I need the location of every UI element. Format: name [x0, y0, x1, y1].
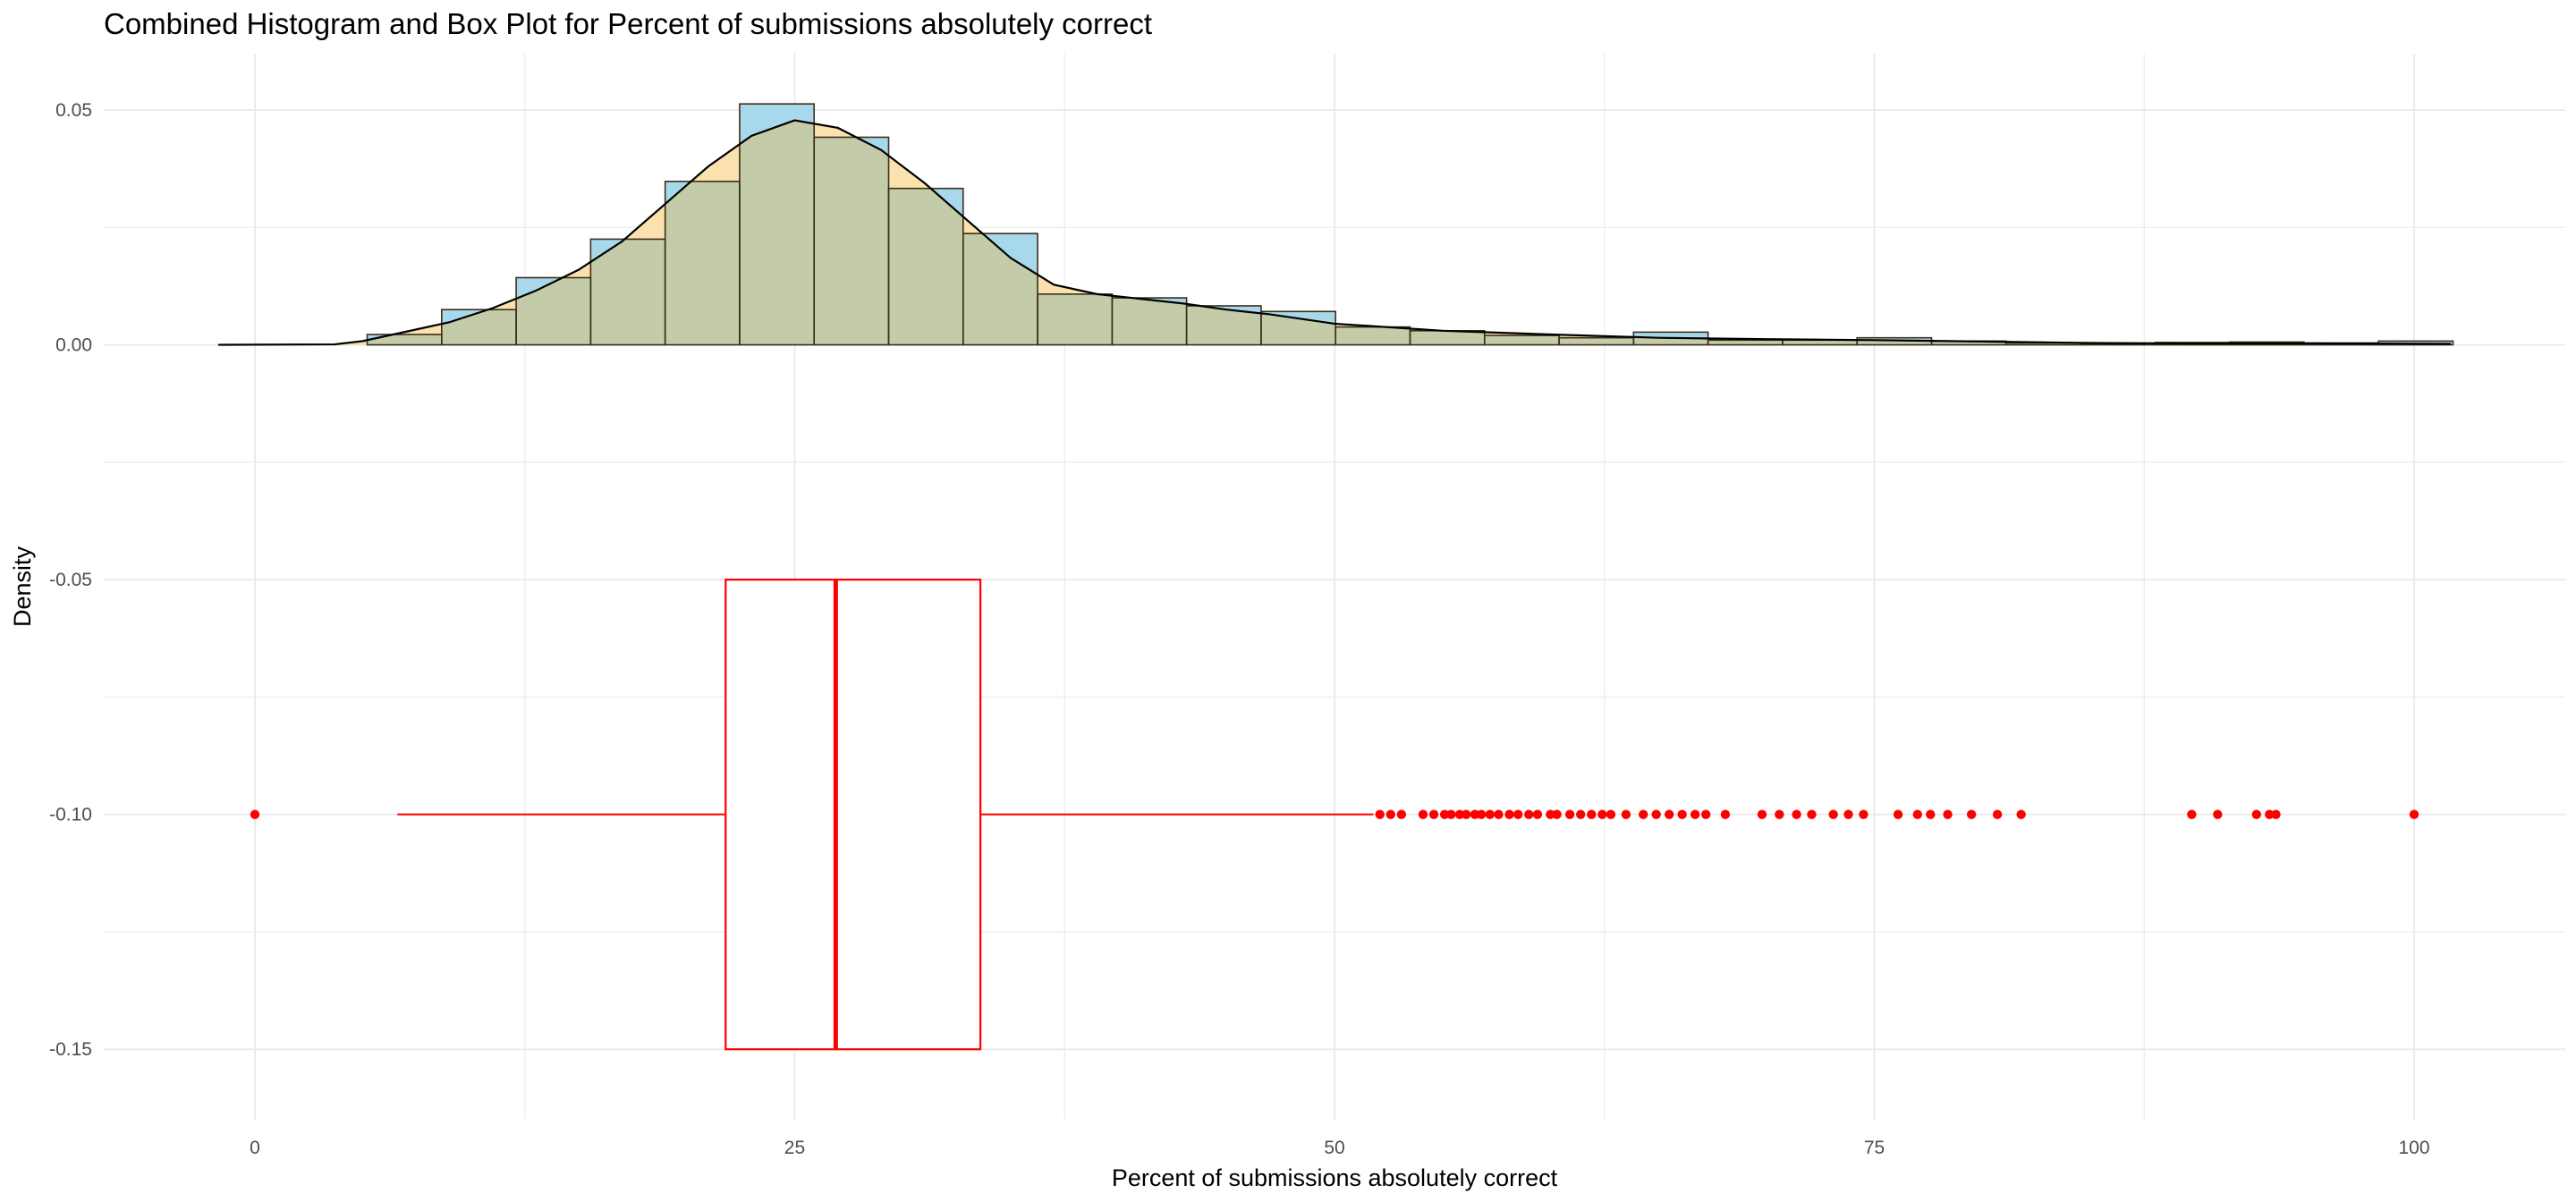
outlier-point — [1926, 809, 1936, 819]
outlier-point — [1859, 809, 1868, 819]
y-tick-label: -0.10 — [49, 805, 92, 825]
y-tick-label: 0.05 — [55, 100, 92, 121]
outlier-point — [1677, 809, 1687, 819]
outlier-point — [1446, 809, 1456, 819]
grid-lines — [104, 54, 2565, 1120]
overlap-bar — [1931, 341, 2006, 345]
axes: Percent of submissions absolutely correc… — [9, 100, 2430, 1191]
outlier-point — [1462, 809, 1471, 819]
outlier-point — [1664, 809, 1674, 819]
outlier-point — [1701, 809, 1711, 819]
overlap-bar — [1038, 293, 1113, 345]
outlier-point — [1621, 809, 1631, 819]
outlier-point — [1439, 809, 1450, 819]
overlap-bar — [1559, 337, 1634, 345]
outlier-point — [1912, 809, 1922, 819]
outlier-point — [1992, 809, 2003, 819]
x-tick-label: 100 — [2398, 1138, 2429, 1158]
outlier-point — [2187, 809, 2197, 819]
overlap-bar — [590, 239, 665, 345]
overlap-bar — [739, 120, 815, 345]
outlier-point — [1690, 809, 1700, 819]
overlap-bar — [1484, 335, 1560, 345]
outlier-point — [1597, 809, 1607, 819]
outlier-point — [2409, 809, 2419, 819]
outlier-point — [1775, 809, 1784, 819]
overlap-bar — [1335, 326, 1411, 345]
outlier-point — [1504, 809, 1514, 819]
outlier-point — [1418, 809, 1428, 819]
box-iqr — [724, 579, 982, 1051]
outlier-point — [2251, 809, 2261, 819]
outlier-point — [1428, 809, 1439, 819]
outlier-point — [1576, 809, 1586, 819]
outlier-point — [1943, 809, 1953, 819]
outlier-point — [1843, 809, 1853, 819]
x-tick-label: 25 — [784, 1138, 805, 1158]
chart-title: Combined Histogram and Box Plot for Perc… — [104, 7, 1153, 40]
overlap-layer — [217, 103, 2454, 346]
outlier-point — [2265, 809, 2275, 819]
outlier-point — [2271, 809, 2281, 819]
outlier-point — [1385, 809, 1395, 819]
outlier-point — [1532, 809, 1543, 819]
outlier-point — [1454, 809, 1465, 819]
overlap-group — [367, 120, 2452, 345]
outlier-point — [1524, 809, 1534, 819]
overlap-bar — [888, 188, 963, 345]
outlier-point — [1792, 809, 1801, 819]
x-tick-label: 75 — [1864, 1138, 1885, 1158]
outlier-point — [1606, 809, 1616, 819]
outlier-point — [1375, 809, 1385, 819]
outlier-point — [1807, 809, 1817, 819]
overlap-bar — [814, 137, 889, 345]
outlier-point — [1720, 809, 1731, 819]
overlap-bar — [1782, 340, 1858, 345]
outlier-point — [1396, 809, 1407, 819]
outlier-point — [1587, 809, 1597, 819]
outlier-point — [1546, 809, 1555, 819]
x-axis-title: Percent of submissions absolutely correc… — [1112, 1164, 1558, 1191]
overlap-bar — [2005, 343, 2081, 345]
outlier-point — [1552, 809, 1562, 819]
y-tick-label: -0.05 — [49, 570, 92, 590]
x-tick-label: 0 — [250, 1138, 260, 1158]
overlap-bar — [1112, 298, 1187, 345]
density-line — [217, 119, 2452, 346]
outlier-point — [1828, 809, 1838, 819]
y-axis-title: Density — [9, 546, 36, 627]
outlier-point — [1639, 809, 1648, 819]
outlier-point — [250, 809, 260, 819]
outlier-point — [1470, 809, 1480, 819]
overlap-bar — [1707, 340, 1783, 345]
outlier-point — [1966, 809, 1977, 819]
overlap-bar — [665, 181, 740, 345]
overlap-bar — [367, 334, 442, 345]
outlier-point — [1513, 809, 1523, 819]
outlier-point — [2213, 809, 2223, 819]
overlap-bar — [1410, 330, 1485, 345]
outlier-point — [1476, 809, 1487, 819]
outlier-point — [1757, 809, 1767, 819]
outlier-point — [1485, 809, 1496, 819]
outlier-point — [1893, 809, 1903, 819]
outlier-point — [1651, 809, 1661, 819]
y-tick-label: -0.15 — [49, 1039, 92, 1060]
x-tick-label: 50 — [1324, 1138, 1344, 1158]
y-tick-label: 0.00 — [55, 335, 92, 356]
boxplot — [250, 579, 2419, 1051]
outlier-point — [1564, 809, 1575, 819]
outlier-point — [2016, 809, 2026, 819]
histogram-bar-outline — [962, 233, 1038, 346]
outlier-point — [1494, 809, 1504, 819]
